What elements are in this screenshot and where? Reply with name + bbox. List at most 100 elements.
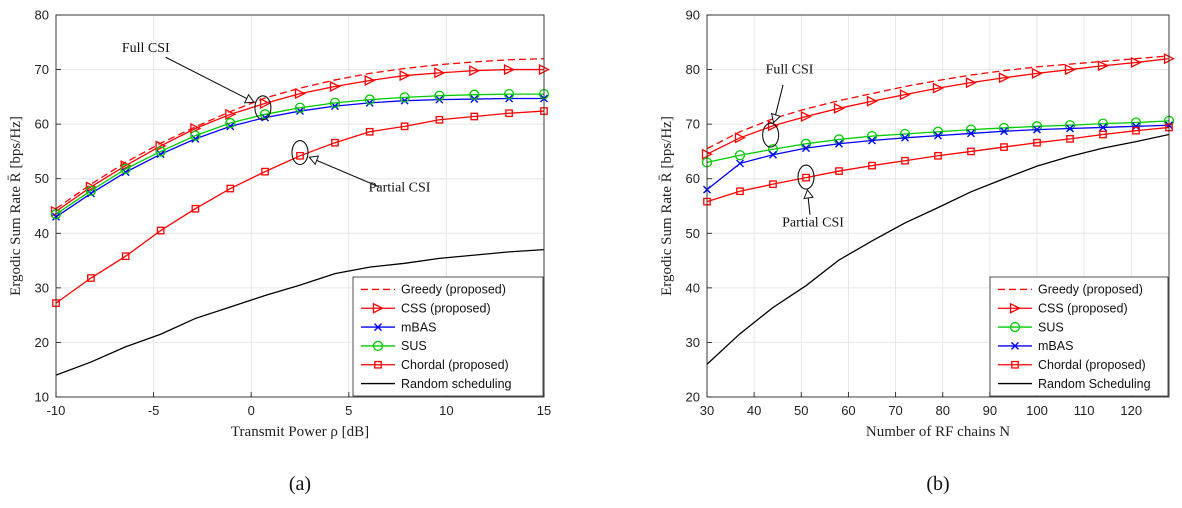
data-point (470, 112, 479, 121)
data-point (967, 129, 975, 138)
annotation-arrowhead (770, 112, 782, 124)
y-tick-label: 40 (686, 280, 700, 295)
data-point (734, 150, 746, 161)
legend-a: Greedy (proposed) CSS (proposed) mBAS SUS Ch… (352, 276, 544, 397)
data-point (965, 77, 977, 89)
data-point (296, 151, 304, 160)
data-point (329, 97, 341, 109)
data-point (800, 110, 812, 123)
chart-panel-b: 30 40 50 60 70 80 90 100 110 1202030405060708090 … (659, 8, 1175, 495)
data-point (294, 88, 306, 100)
y-tick-label: 20 (35, 335, 49, 350)
legend-label: Greedy (proposed) (401, 283, 506, 297)
legend-item: mBAS (998, 339, 1073, 353)
y-tick-label: 20 (686, 390, 700, 405)
data-point (155, 146, 166, 157)
data-point (120, 160, 132, 172)
data-point (225, 108, 237, 120)
data-point (1066, 124, 1074, 133)
x-tick-label: 10 (439, 403, 453, 418)
legend-label: Chordal (proposed) (1038, 358, 1146, 372)
data-point (998, 122, 1010, 134)
legend-marker (372, 302, 384, 314)
annotation-label: Full CSI (122, 41, 170, 56)
annotations-a: Full CSI Partial CSI (122, 41, 431, 195)
data-point (435, 115, 444, 124)
data-point (1132, 126, 1140, 135)
legend-marker (1009, 321, 1021, 333)
legend-label: CSS (proposed) (401, 302, 491, 316)
data-point (1064, 120, 1076, 131)
y-axis-label-b: Ergodic Sum Rate R̄ [bps/Hz] (659, 116, 675, 296)
series-chordal-proposed (703, 123, 1173, 206)
series-line (55, 68, 544, 212)
data-point (835, 167, 843, 175)
data-point (85, 185, 97, 196)
y-tick-label: 70 (35, 62, 49, 77)
data-point (294, 102, 306, 113)
legend-box (352, 276, 544, 397)
data-point (1000, 127, 1008, 136)
series-mbas (703, 121, 1173, 194)
annotation: Partial CSI (782, 164, 844, 231)
data-point (833, 102, 845, 114)
annotation-label: Full CSI (766, 62, 814, 77)
x-tick-label: 100 (1026, 403, 1048, 418)
y-tick-label: 60 (35, 117, 49, 132)
x-tick-label: 80 (935, 403, 949, 418)
annotation-label: Partial CSI (369, 180, 431, 195)
data-point (503, 64, 516, 76)
data-point (365, 127, 374, 136)
annotation: Partial CSI (291, 139, 431, 195)
grid-b (706, 14, 1169, 398)
data-point (469, 65, 481, 77)
data-point (868, 136, 876, 145)
y-tick-label: 70 (686, 117, 700, 132)
data-point (998, 72, 1010, 84)
annotation-ellipse (254, 95, 272, 121)
data-point (399, 92, 410, 103)
y-tick-label: 10 (35, 390, 49, 405)
x-tick-label: 60 (841, 403, 855, 418)
annotation-ellipse (291, 139, 309, 166)
data-point (331, 138, 339, 147)
data-point (364, 94, 375, 105)
annotation: Full CSI (122, 41, 272, 121)
axes-box-a (55, 14, 545, 398)
data-point (1064, 64, 1076, 76)
legend-item: SUS (361, 339, 427, 353)
data-point (1099, 123, 1107, 132)
x-tick-label: 120 (1120, 403, 1142, 418)
annotation-arrow (309, 156, 380, 188)
legend-item: Greedy (proposed) (361, 283, 506, 297)
data-point (1132, 122, 1140, 131)
data-point (226, 184, 235, 193)
data-point (1000, 143, 1008, 151)
legend-marker (372, 340, 384, 352)
legend-label: CSS (proposed) (1038, 302, 1128, 316)
data-point (85, 181, 97, 193)
axes-box-b (706, 14, 1170, 398)
legend-label: Random Scheduling (1038, 377, 1151, 391)
series-line (706, 55, 1170, 150)
data-point (400, 96, 409, 105)
annotation-label: Partial CSI (782, 216, 844, 231)
legend-item: SUS (998, 320, 1064, 334)
y-axis-label-a: Ergodic Sum Rate R̄ [bps/Hz] (8, 116, 24, 296)
data-point (1130, 56, 1142, 69)
x-tick-label: 15 (537, 403, 551, 418)
x-axis-label-a: Transmit Power ρ [dB] (231, 424, 369, 440)
chart-panel-a: -10 -5 0 5 10 15 10 20 30 40 50 60 70 80 Full CSI Part… (8, 8, 551, 496)
legend-label: Greedy (proposed) (1038, 283, 1143, 297)
annotation-ellipse (797, 164, 815, 190)
annotation: Full CSI (762, 62, 814, 148)
x-tick-label: 0 (248, 403, 255, 418)
data-point (86, 189, 95, 198)
data-point (259, 97, 272, 109)
data-point (87, 274, 95, 282)
data-point (225, 117, 236, 129)
data-point (329, 80, 341, 93)
data-point (191, 204, 200, 213)
legend-item: CSS (proposed) (361, 302, 491, 316)
